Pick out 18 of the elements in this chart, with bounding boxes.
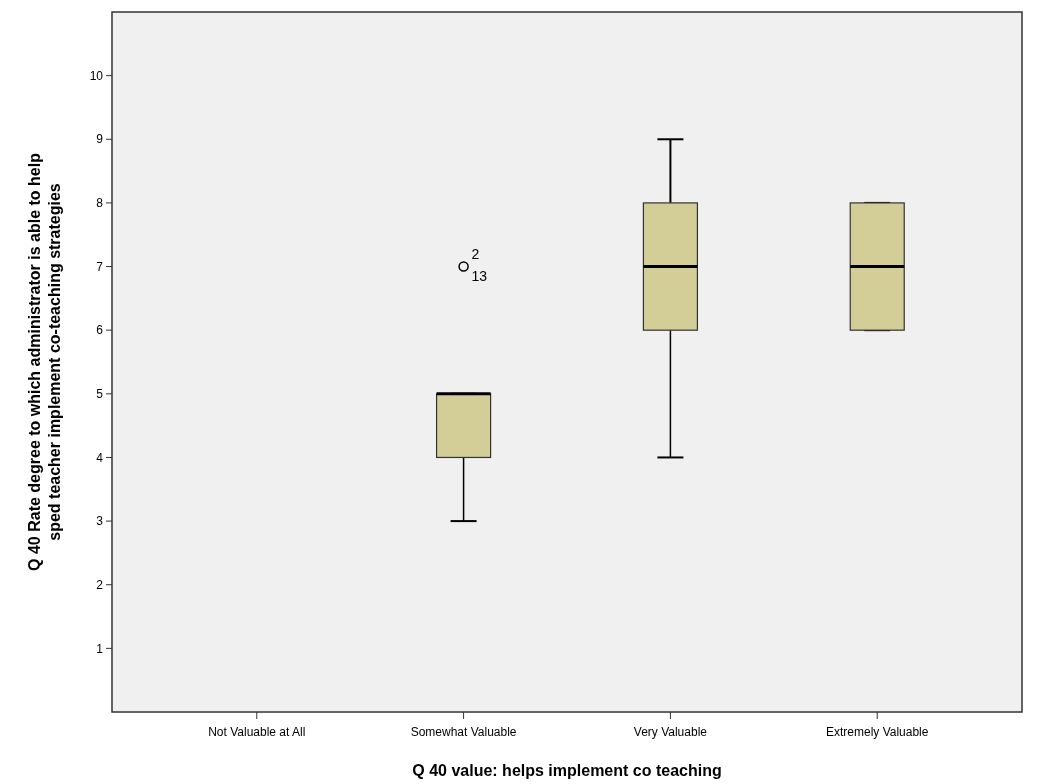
y-tick-label: 1 [96, 641, 104, 656]
x-tick-label: Extremely Valuable [825, 725, 929, 739]
x-tick-label: Not Valuable at All [208, 725, 306, 739]
y-tick-label: 7 [96, 259, 104, 274]
x-tick-label: Somewhat Valuable [410, 725, 517, 739]
x-tick-label: Very Valuable [633, 725, 708, 739]
y-tick-label: 8 [96, 196, 104, 211]
y-tick-label: 6 [96, 323, 104, 338]
x-axis-title: Q 40 value: helps implement co teaching [412, 762, 722, 779]
y-axis-title: Q 40 Rate degree to which administrator is able to help sped teacher implement co-teaching strategies [26, 152, 63, 571]
annotation: 13 [471, 267, 488, 284]
y-tick-label: 10 [89, 68, 104, 83]
y-tick-label: 5 [96, 387, 104, 402]
annotation: 2 [471, 245, 480, 262]
y-tick-label: 9 [96, 132, 104, 147]
y-tick-label: 4 [96, 450, 104, 465]
y-tick-label: 3 [96, 514, 104, 529]
y-tick-label: 2 [96, 577, 104, 592]
